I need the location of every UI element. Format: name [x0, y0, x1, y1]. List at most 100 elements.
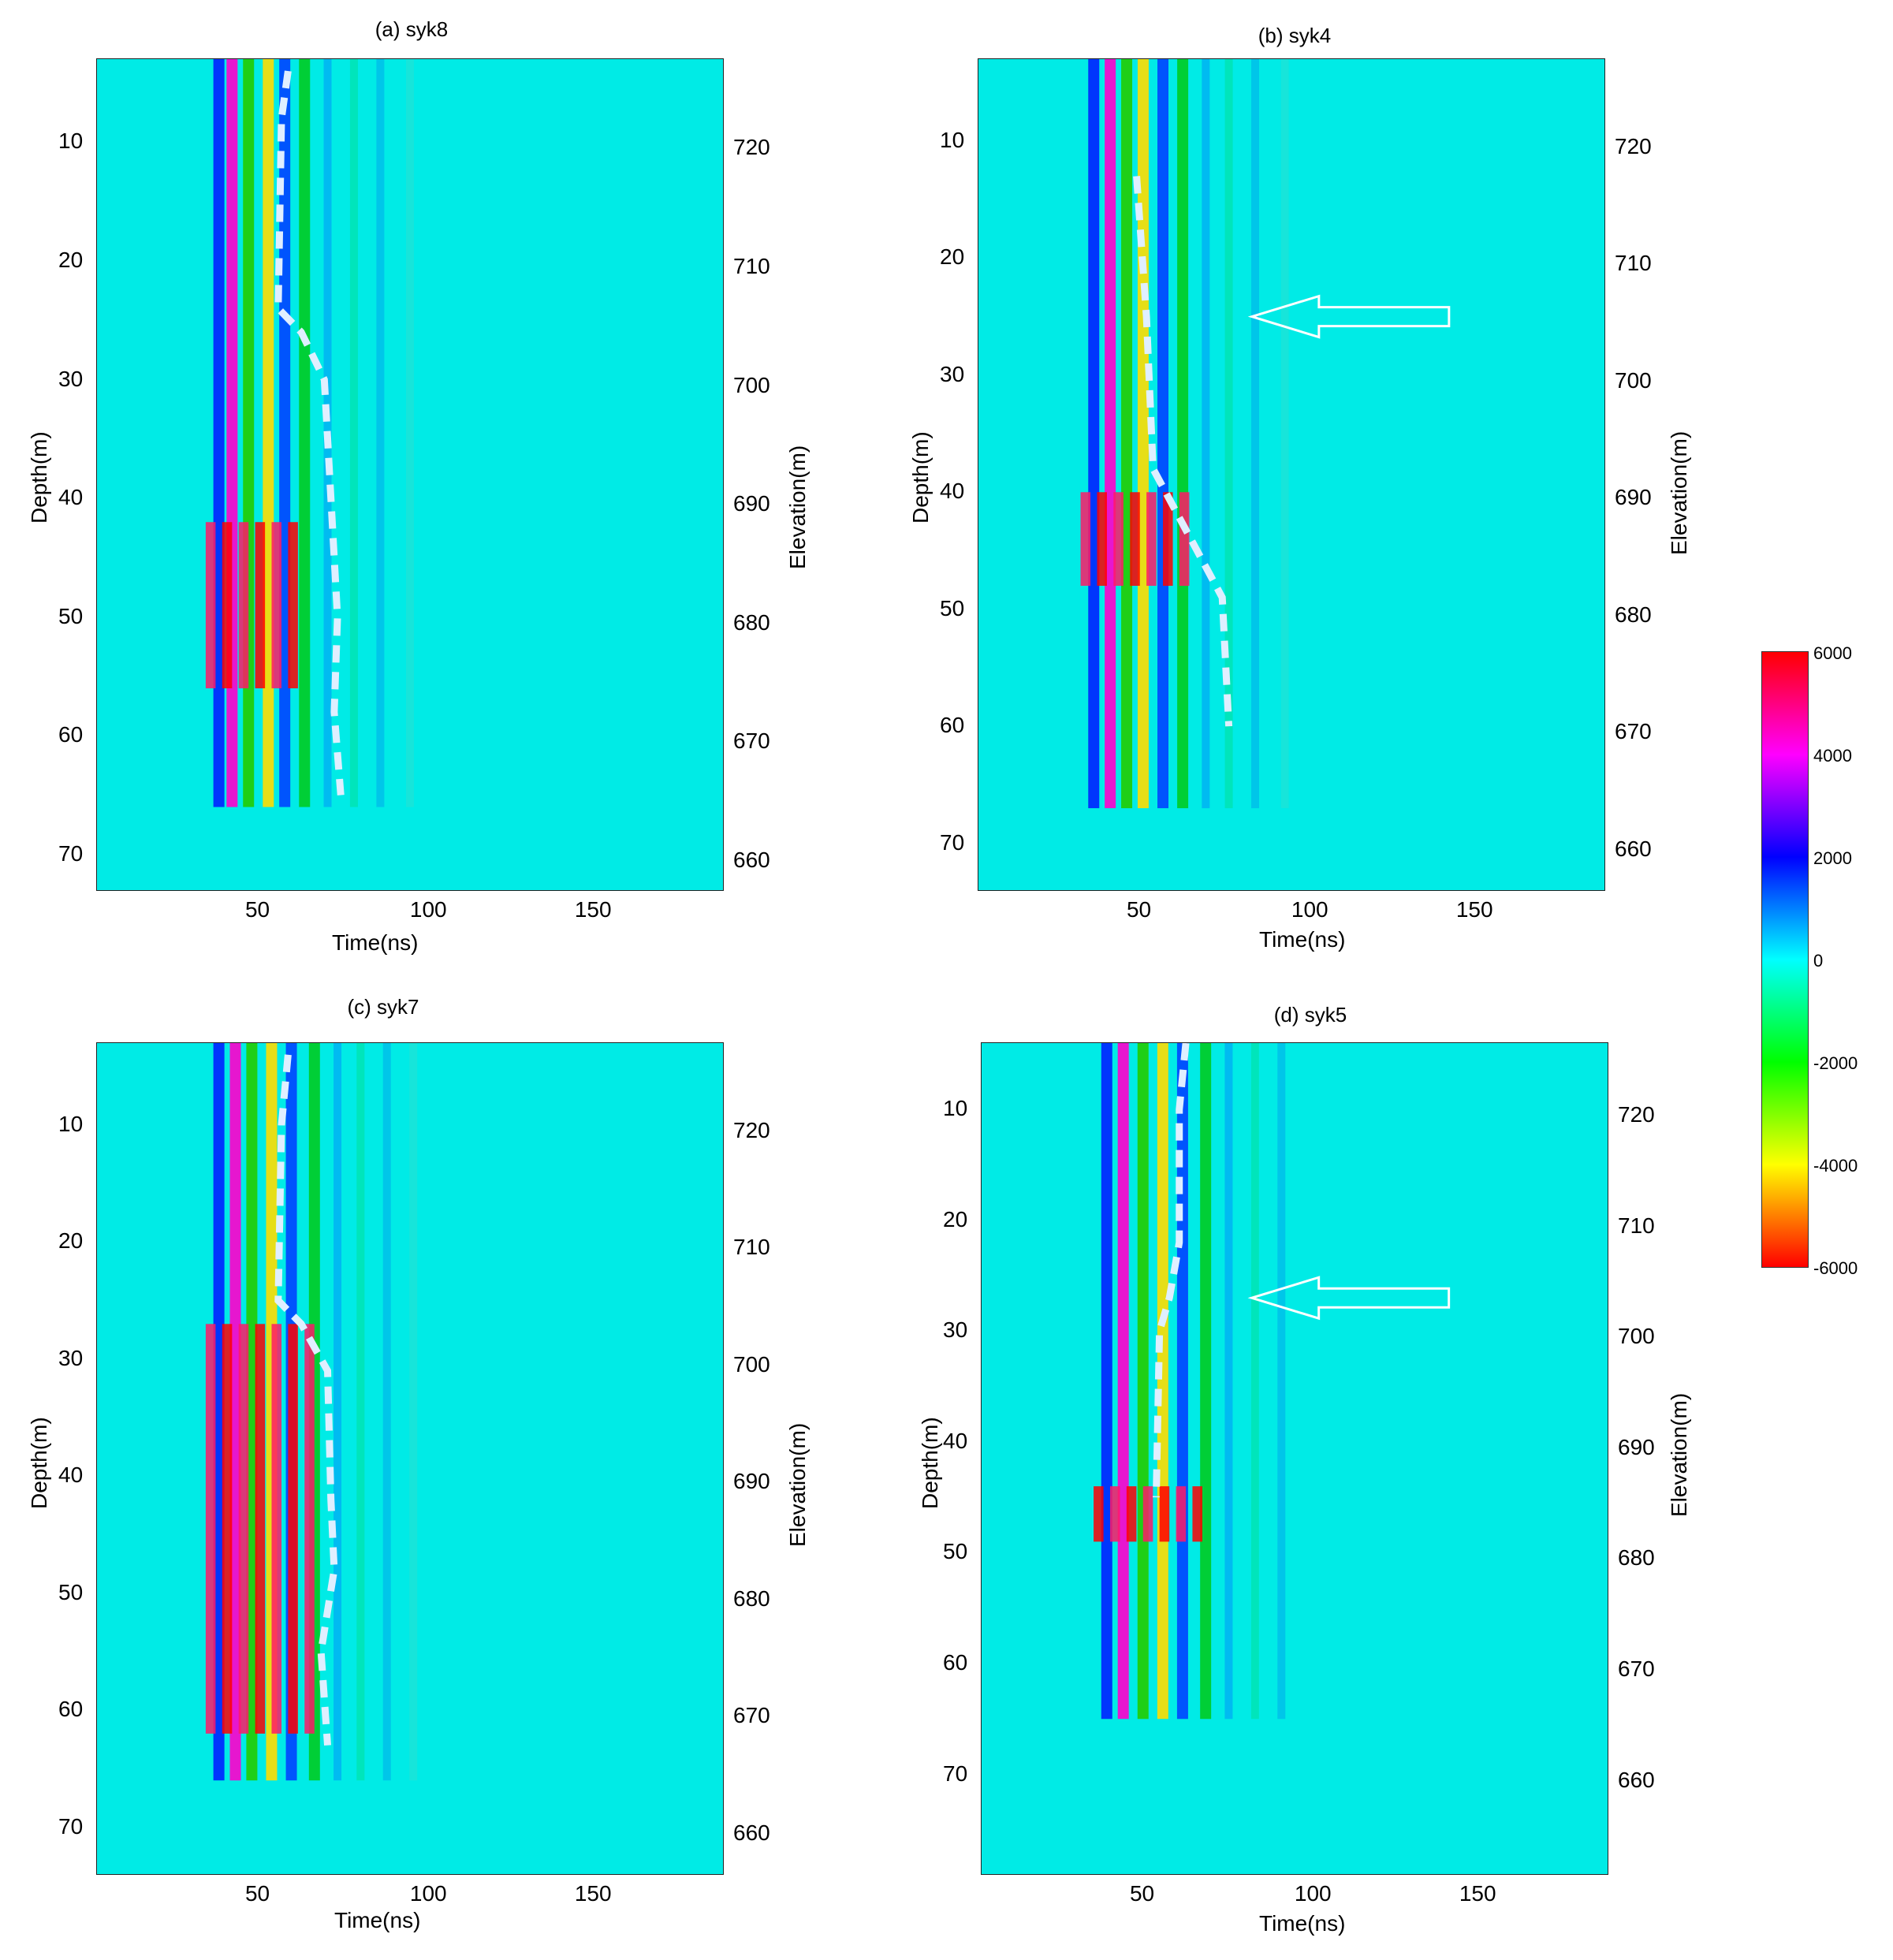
panel-a-ytick: 30: [58, 366, 84, 391]
colorbar-tick: -6000: [1813, 1258, 1858, 1278]
panel-a-ytick: 70: [58, 840, 84, 866]
panel-a-ytick: 10: [58, 129, 84, 154]
panel-d-xtick: 100: [1294, 1881, 1332, 1906]
panel-d-heatmap: [981, 1042, 1608, 1875]
panel-c-ytick: 30: [58, 1345, 84, 1370]
panel-c-y2tick: 670: [733, 1703, 770, 1728]
wave-band: [409, 1043, 418, 1781]
panel-c-y2tick: 680: [733, 1586, 770, 1611]
anomaly-cell: [288, 522, 298, 689]
panel-d-xtick: 50: [1129, 1881, 1155, 1906]
anomaly-cell: [1094, 1486, 1104, 1542]
dashed-boundary-line: [274, 70, 345, 796]
panel-d-ytick: 30: [943, 1317, 968, 1343]
panel-d-xtick: 150: [1459, 1881, 1496, 1906]
panel-c-y2label: Elevation(m): [785, 1422, 810, 1547]
wave-band: [1088, 59, 1100, 809]
panel-c-title: (c) syk7: [347, 995, 419, 1019]
wave-band: [1277, 1043, 1286, 1720]
anomaly-cell: [1192, 1486, 1202, 1542]
dashed-boundary-line: [1133, 176, 1233, 727]
panel-a-y2tick: 670: [733, 728, 770, 754]
colorbar-tick: -4000: [1813, 1156, 1858, 1176]
anomaly-cell: [1163, 492, 1173, 587]
panel-b-ytick: 30: [940, 361, 965, 386]
panel-b-ytick: 60: [940, 713, 965, 738]
anomaly-cell: [271, 522, 282, 689]
wave-band: [229, 1043, 241, 1781]
anomaly-cell: [304, 1324, 315, 1734]
panel-b-title: (b) syk4: [1258, 24, 1332, 47]
panel-c-ytick: 10: [58, 1111, 84, 1136]
dashed-boundary-line: [1152, 1043, 1190, 1498]
anomaly-cell: [1179, 492, 1190, 587]
panel-d-y2tick: 680: [1618, 1545, 1655, 1571]
dashed-boundary-line: [274, 1054, 338, 1746]
panel-c-xlabel: Time(ns): [334, 1908, 421, 1932]
panel-b-ytick: 10: [940, 127, 965, 152]
wave-band: [1105, 59, 1116, 809]
panel-b-y2tick: 710: [1615, 251, 1652, 276]
wave-band: [1200, 1043, 1212, 1720]
panel-d-y2tick: 690: [1618, 1434, 1655, 1459]
panel-a-ytick: 20: [58, 247, 84, 272]
wave-band: [356, 1043, 365, 1781]
panel-c-ylabel: Depth(m): [27, 1417, 51, 1509]
panel-d-ytick: 20: [943, 1206, 968, 1232]
panel-a-y2tick: 710: [733, 253, 770, 278]
panel-d-y2tick: 720: [1618, 1102, 1655, 1127]
colorbar-tick: -2000: [1813, 1053, 1858, 1073]
wave-band: [1250, 1043, 1259, 1720]
wave-band: [349, 59, 358, 807]
anomaly-cell: [1126, 1486, 1137, 1542]
wave-band: [1121, 59, 1133, 809]
wave-band: [1202, 59, 1210, 809]
panel-c-xtick: 150: [574, 1881, 612, 1906]
panel-b-ytick: 70: [940, 829, 965, 855]
panel-a-y2tick: 660: [733, 847, 770, 872]
anomaly-cell: [205, 522, 216, 689]
panel-a-heatmap: [96, 58, 724, 891]
panel-d-y2tick: 700: [1618, 1324, 1655, 1349]
colorbar-tick: 6000: [1813, 643, 1852, 663]
panel-a-xtick: 50: [244, 897, 270, 922]
panel-b-xtick: 150: [1455, 897, 1493, 922]
panel-c-y2tick: 700: [733, 1351, 770, 1377]
wave-band: [1157, 1043, 1168, 1720]
wave-band: [243, 59, 255, 807]
panel-a-xtick: 150: [574, 897, 612, 922]
anomaly-cell: [1176, 1486, 1187, 1542]
panel-a-title: (a) syk8: [375, 17, 449, 41]
panel-c-xtick: 100: [409, 1881, 447, 1906]
anomaly-cell: [1142, 1486, 1153, 1542]
wave-band: [1177, 59, 1189, 809]
panel-d-y2tick: 710: [1618, 1213, 1655, 1238]
panel-a-ytick: 50: [58, 603, 84, 628]
panel-c-ytick: 20: [58, 1228, 84, 1254]
colorbar: [1761, 651, 1809, 1268]
panel-d-title: (d) syk5: [1273, 1003, 1347, 1027]
panel-b-ytick: 20: [940, 244, 965, 270]
wave-band: [1280, 59, 1289, 809]
anomaly-cell: [1146, 492, 1157, 587]
panel-d-y2label: Elevation(m): [1667, 1392, 1691, 1517]
panel-b-y2tick: 680: [1615, 602, 1652, 627]
panel-b-ylabel: Depth(m): [908, 431, 933, 524]
anomaly-cell: [1159, 1486, 1170, 1542]
anomaly-cell: [1080, 492, 1091, 587]
panel-b-xtick: 50: [1126, 897, 1152, 922]
panel-b-xlabel: Time(ns): [1259, 927, 1346, 952]
panel-a-xtick: 100: [409, 897, 447, 922]
wave-band: [246, 1043, 258, 1781]
wave-band: [376, 59, 385, 807]
panel-b-ytick: 40: [940, 479, 965, 504]
wave-band: [1157, 59, 1169, 809]
panel-d-ytick: 70: [943, 1761, 968, 1786]
panel-d-heatmap-svg: [1094, 1043, 1451, 1720]
panel-c-ytick: 70: [58, 1813, 84, 1839]
colorbar-tick: 0: [1813, 951, 1824, 971]
panel-d-y2tick: 660: [1618, 1767, 1655, 1792]
panel-b-y2tick: 700: [1615, 367, 1652, 393]
panel-d-y2tick: 670: [1618, 1656, 1655, 1681]
panel-c-ytick: 40: [58, 1463, 84, 1488]
